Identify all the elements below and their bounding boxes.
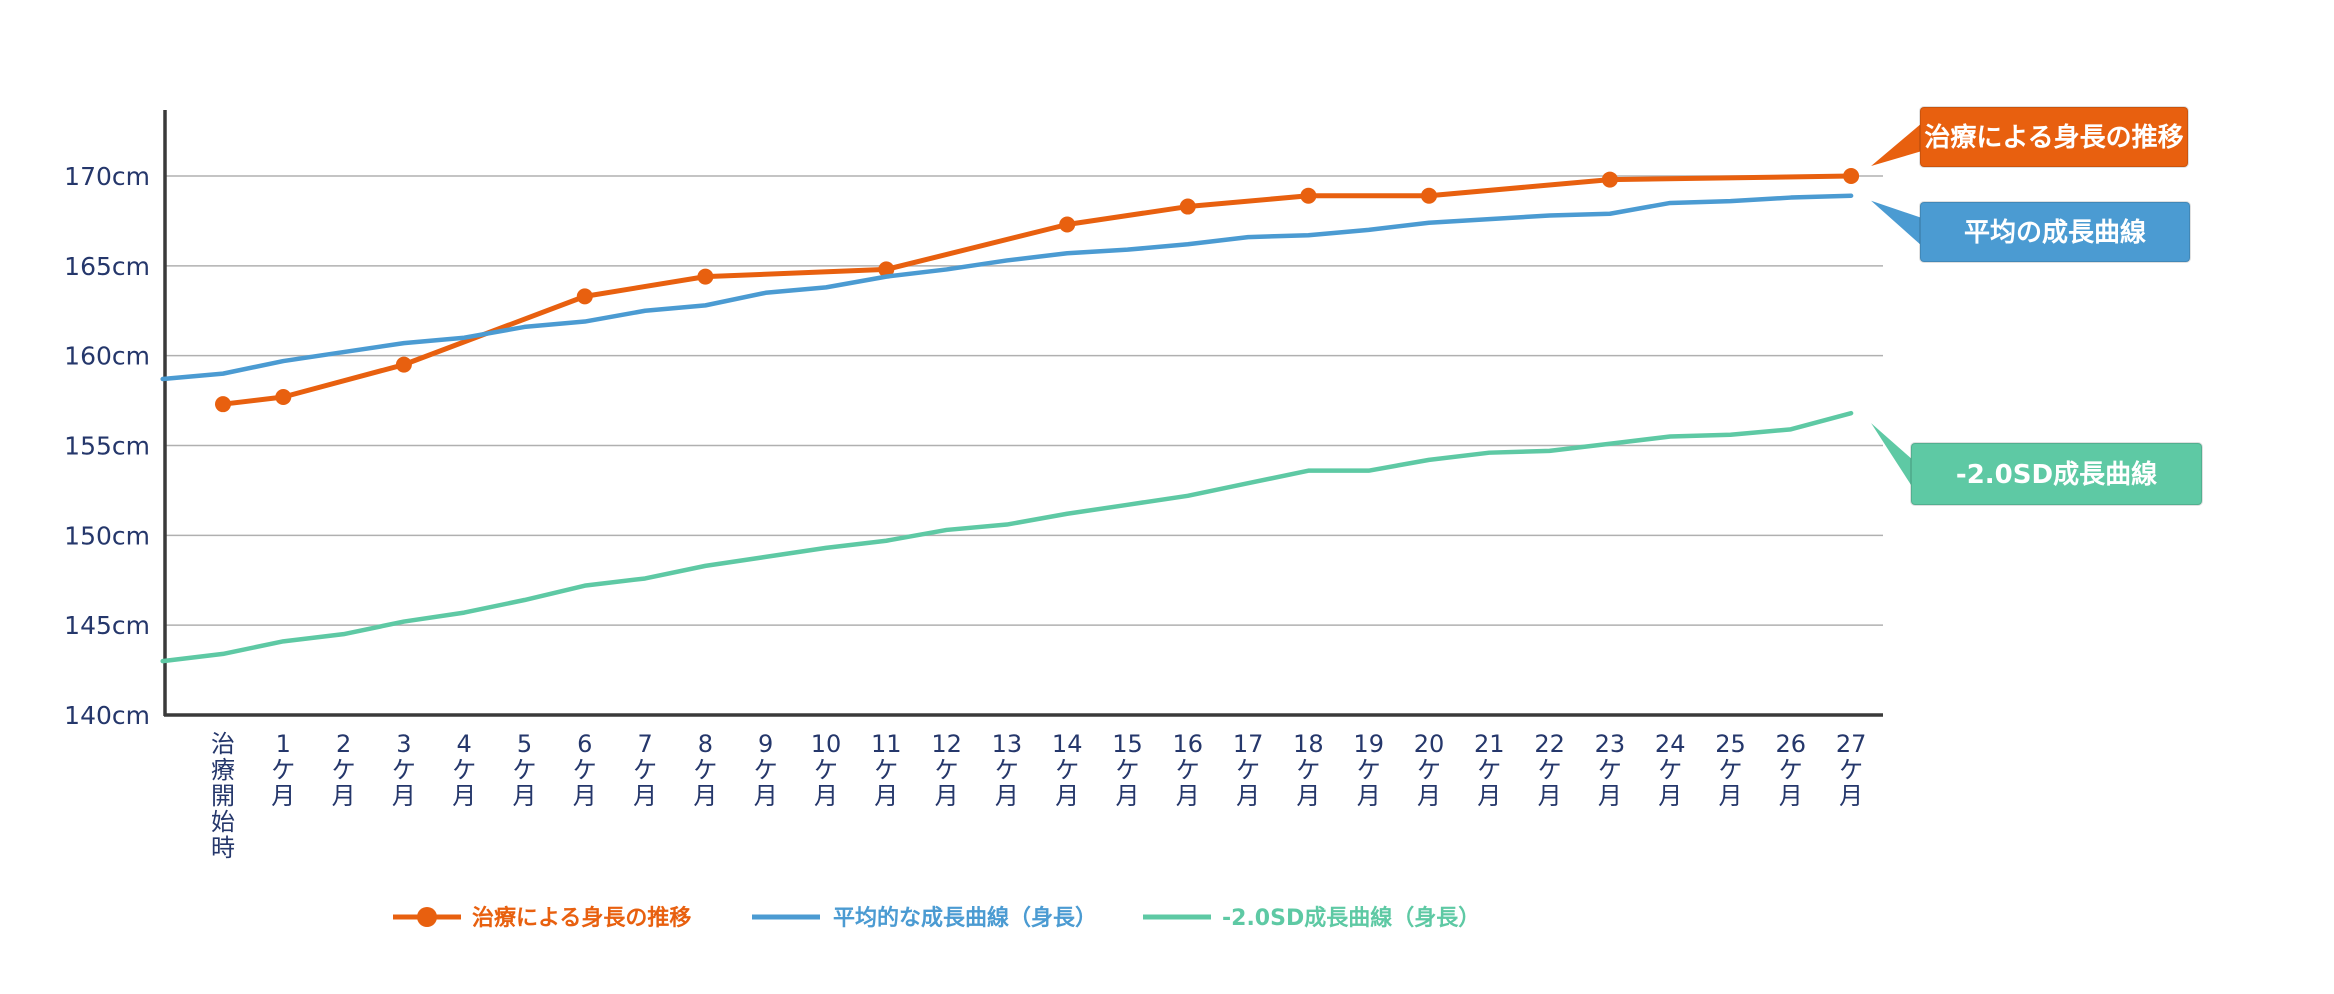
data-point [697, 268, 714, 285]
series-line [160, 410, 1854, 664]
x-tick-label: 8 ケ月 [693, 730, 717, 810]
callout-box [1919, 201, 2191, 263]
callout-box [1910, 442, 2203, 506]
x-tick-label: 23 ケ月 [1595, 730, 1626, 810]
x-tick-label: 22 ケ月 [1534, 730, 1565, 810]
x-tick-label: 3 ケ月 [392, 730, 416, 810]
y-tick-label: 145cm [64, 611, 150, 640]
y-tick-label: 160cm [64, 342, 150, 371]
x-tick-label: 25 ケ月 [1715, 730, 1746, 810]
callout-pointer [1871, 123, 1922, 166]
x-tick-label: 13 ケ月 [992, 730, 1023, 810]
x-tick-label: 27 ケ月 [1836, 730, 1867, 810]
x-tick-label: 17 ケ月 [1233, 730, 1264, 810]
x-tick-label: 26 ケ月 [1776, 730, 1807, 810]
x-tick-label: 15 ケ月 [1112, 730, 1143, 810]
callout-box [1919, 106, 2189, 168]
data-point [1059, 216, 1076, 233]
x-tick-label: 9 ケ月 [754, 730, 778, 810]
callout-label: -2.0SD成長曲線 [1956, 459, 2157, 490]
x-tick-label: 16 ケ月 [1173, 730, 1204, 810]
y-tick-label: 170cm [64, 162, 150, 191]
x-tick-label: 14 ケ月 [1052, 730, 1083, 810]
x-tick-label: 6 ケ月 [573, 730, 597, 810]
callout-pointer [1871, 423, 1913, 488]
x-tick-label: 7 ケ月 [633, 730, 657, 810]
data-point [275, 388, 292, 405]
data-point [395, 356, 412, 373]
data-point [878, 261, 895, 278]
x-tick-label: 18 ケ月 [1293, 730, 1324, 810]
legend-label: -2.0SD成長曲線（身長） [1222, 905, 1480, 931]
x-tick-label: 4 ケ月 [452, 730, 476, 810]
callout-pointer [1871, 200, 1922, 246]
data-point [1179, 198, 1196, 215]
y-tick-label: 140cm [64, 701, 150, 730]
data-point [1421, 187, 1437, 204]
x-tick-label: 21 ケ月 [1474, 730, 1505, 810]
data-point [576, 288, 593, 305]
x-tick-label: 2 ケ月 [332, 730, 356, 810]
x-tick-label: 5 ケ月 [513, 730, 537, 810]
x-tick-label: 1 ケ月 [271, 730, 295, 810]
x-tick-label: 24 ケ月 [1655, 730, 1686, 810]
series-line [160, 193, 1854, 382]
legend-label: 治療による身長の推移 [472, 905, 691, 931]
data-point [215, 396, 231, 413]
callout-label: 治療による身長の推移 [1924, 122, 2183, 153]
series-line [220, 173, 1854, 407]
y-tick-label: 165cm [64, 252, 150, 281]
x-tick-label: 20 ケ月 [1414, 730, 1445, 810]
callout-label: 平均の成長曲線 [1964, 217, 2146, 248]
data-point [1843, 168, 1860, 184]
legend-marker [417, 907, 437, 927]
x-tick-label: 治療開始時 [211, 730, 235, 862]
x-tick-label: 10 ケ月 [811, 730, 842, 810]
x-tick-label: 12 ケ月 [931, 730, 962, 810]
x-tick-label: 11 ケ月 [871, 730, 902, 810]
legend-label: 平均的な成長曲線（身長） [833, 905, 1097, 931]
data-point [1300, 187, 1317, 204]
y-tick-label: 155cm [64, 432, 150, 461]
x-tick-label: 19 ケ月 [1353, 730, 1384, 810]
y-tick-label: 150cm [64, 521, 150, 550]
data-point [1601, 171, 1618, 188]
